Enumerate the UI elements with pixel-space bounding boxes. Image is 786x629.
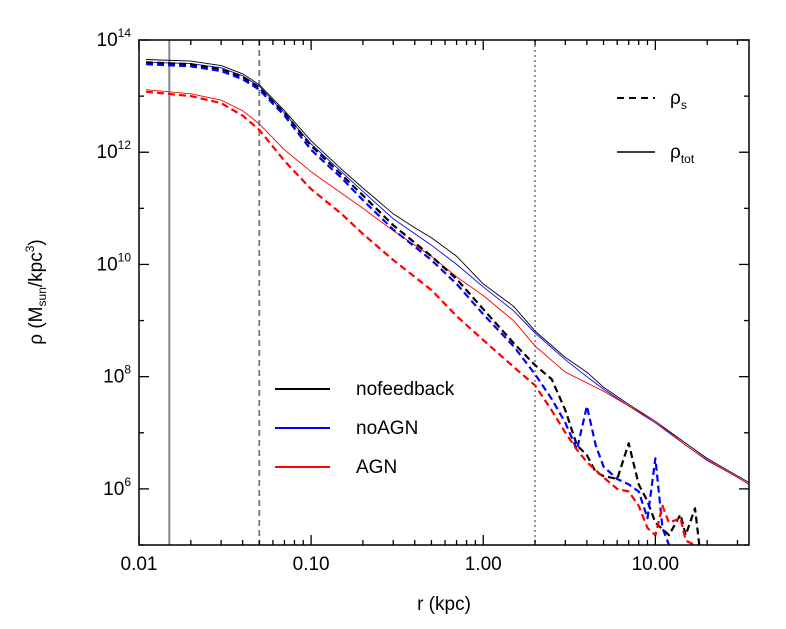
series-agn-rho-tot: [146, 89, 749, 485]
y-tick-label: 1012: [97, 138, 132, 163]
legend-rho-s-label: ρs: [670, 88, 687, 112]
legend-noagn-label: noAGN: [356, 418, 418, 439]
x-tick-label: 0.01: [121, 554, 158, 575]
series-agn-rho-s: [145, 90, 696, 545]
line-style-legend: ρs ρtot: [617, 88, 695, 166]
reference-vertical-lines: [168, 40, 536, 545]
y-tick-label: 106: [103, 475, 131, 500]
x-tick-label: 0.10: [293, 554, 330, 575]
legend-rho-tot-label: ρtot: [670, 142, 695, 166]
y-tick-label: 1014: [97, 26, 132, 51]
series-noagn-rho-s: [146, 63, 671, 545]
legend-nofeedback-label: nofeedback: [356, 379, 455, 400]
plot-frame: [138, 39, 750, 546]
series-nofeedback-rho-s: [146, 61, 701, 545]
y-tick-label: 1010: [97, 250, 132, 275]
x-tick-label: 1.00: [465, 554, 502, 575]
series-noagn-rho-tot: [146, 61, 749, 485]
x-tick-label: 10.00: [632, 554, 680, 575]
series-nofeedback-rho-tot: [146, 59, 749, 483]
axis-ticks: [138, 39, 749, 546]
x-axis-label: r (kpc): [417, 594, 471, 615]
legend-agn-label: AGN: [356, 457, 397, 478]
y-tick-label: 108: [103, 363, 131, 388]
color-legend: nofeedback noAGN AGN: [275, 379, 455, 478]
axis-tick-labels: 0.01 0.10 1.00 10.00 106 108 1010 1012 1014: [97, 26, 680, 575]
series-lines: [145, 59, 749, 545]
y-axis-label: ρ (Msun/kpc3): [23, 239, 49, 344]
